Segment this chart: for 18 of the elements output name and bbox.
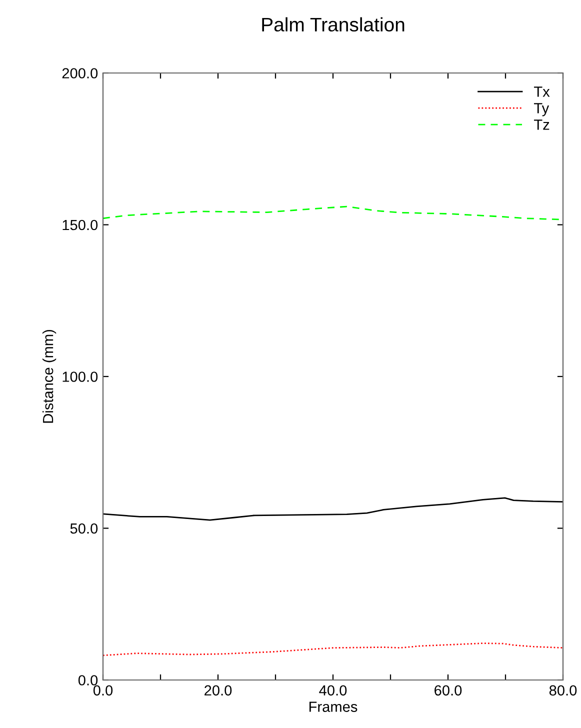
- y-tick-label: 200.0: [62, 68, 98, 78]
- line-series: [103, 642, 563, 656]
- y-tick-label: 0.0: [78, 675, 98, 686]
- legend-label: Tx: [534, 86, 550, 97]
- x-tick-label: 80.0: [549, 685, 577, 696]
- legend-label: Ty: [534, 103, 550, 116]
- chart-title: Palm Translation: [262, 17, 404, 32]
- x-tick-label: 60.0: [434, 685, 462, 696]
- x-tick-label: 40.0: [319, 685, 347, 696]
- legend-label: Tz: [534, 120, 550, 130]
- y-axis-title: Distance (mm): [42, 330, 56, 423]
- x-tick-label: 20.0: [204, 685, 232, 696]
- y-tick-label: 50.0: [70, 523, 98, 534]
- y-tick-label: 150.0: [62, 220, 98, 230]
- y-tick-label: 100.0: [62, 372, 98, 382]
- line-series: [103, 497, 563, 521]
- x-tick-label: 0.0: [93, 685, 113, 696]
- x-axis-title: Frames: [309, 702, 358, 712]
